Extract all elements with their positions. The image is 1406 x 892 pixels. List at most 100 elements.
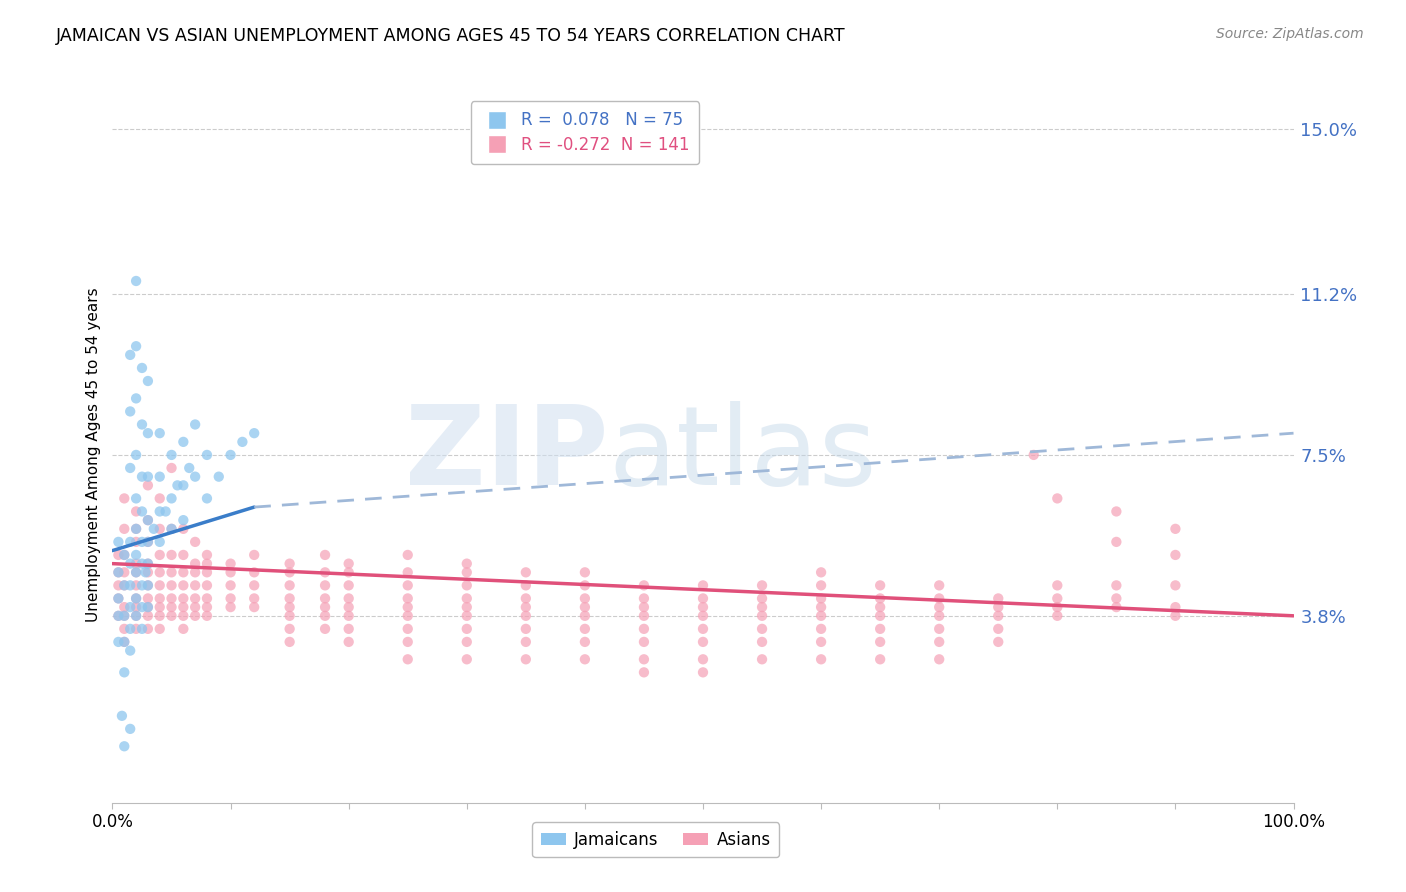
Point — [515, 608, 537, 623]
Point — [149, 534, 172, 549]
Point — [1046, 608, 1069, 623]
Point — [195, 591, 218, 606]
Point — [125, 600, 148, 615]
Point — [136, 600, 159, 615]
Point — [149, 591, 172, 606]
Point — [515, 652, 537, 666]
Point — [278, 635, 301, 649]
Point — [136, 374, 159, 388]
Point — [278, 578, 301, 592]
Point — [314, 622, 336, 636]
Point — [515, 578, 537, 592]
Point — [396, 548, 419, 562]
Point — [136, 426, 159, 441]
Point — [751, 578, 773, 592]
Point — [574, 578, 596, 592]
Point — [160, 448, 183, 462]
Point — [515, 622, 537, 636]
Point — [136, 608, 159, 623]
Point — [107, 608, 129, 623]
Point — [692, 600, 714, 615]
Point — [574, 591, 596, 606]
Point — [184, 600, 207, 615]
Point — [987, 608, 1010, 623]
Point — [120, 348, 142, 362]
Point — [396, 600, 419, 615]
Point — [112, 548, 135, 562]
Point — [1046, 491, 1069, 506]
Point — [869, 578, 891, 592]
Point — [869, 622, 891, 636]
Point — [184, 608, 207, 623]
Point — [160, 522, 183, 536]
Point — [456, 591, 478, 606]
Point — [125, 566, 148, 580]
Point — [131, 534, 153, 549]
Point — [136, 478, 159, 492]
Point — [125, 392, 148, 406]
Point — [219, 566, 242, 580]
Point — [160, 591, 183, 606]
Point — [278, 591, 301, 606]
Point — [869, 591, 891, 606]
Point — [136, 534, 159, 549]
Point — [125, 339, 148, 353]
Point — [172, 622, 194, 636]
Point — [1105, 534, 1128, 549]
Point — [149, 426, 172, 441]
Point — [456, 635, 478, 649]
Point — [574, 652, 596, 666]
Point — [131, 469, 153, 483]
Point — [136, 534, 159, 549]
Point — [184, 566, 207, 580]
Point — [810, 591, 832, 606]
Point — [574, 600, 596, 615]
Point — [987, 591, 1010, 606]
Point — [112, 739, 135, 754]
Point — [155, 504, 177, 518]
Point — [131, 504, 153, 518]
Point — [231, 434, 253, 449]
Point — [515, 566, 537, 580]
Point — [131, 361, 153, 376]
Point — [112, 578, 135, 592]
Point — [149, 608, 172, 623]
Point — [160, 548, 183, 562]
Point — [107, 566, 129, 580]
Point — [1164, 578, 1187, 592]
Point — [396, 578, 419, 592]
Point — [810, 622, 832, 636]
Point — [131, 622, 153, 636]
Point — [131, 600, 153, 615]
Point — [195, 600, 218, 615]
Text: ZIP: ZIP — [405, 401, 609, 508]
Point — [869, 652, 891, 666]
Point — [184, 469, 207, 483]
Point — [136, 557, 159, 571]
Point — [125, 491, 148, 506]
Point — [112, 522, 135, 536]
Point — [208, 469, 231, 483]
Point — [136, 513, 159, 527]
Point — [149, 548, 172, 562]
Point — [692, 591, 714, 606]
Point — [107, 635, 129, 649]
Point — [278, 608, 301, 623]
Point — [1046, 578, 1069, 592]
Point — [172, 566, 194, 580]
Point — [928, 608, 950, 623]
Point — [112, 491, 135, 506]
Point — [120, 622, 142, 636]
Point — [149, 504, 172, 518]
Point — [810, 652, 832, 666]
Point — [810, 608, 832, 623]
Point — [396, 622, 419, 636]
Point — [633, 622, 655, 636]
Point — [692, 608, 714, 623]
Point — [515, 591, 537, 606]
Point — [574, 566, 596, 580]
Point — [149, 600, 172, 615]
Point — [243, 578, 266, 592]
Point — [107, 591, 129, 606]
Point — [125, 578, 148, 592]
